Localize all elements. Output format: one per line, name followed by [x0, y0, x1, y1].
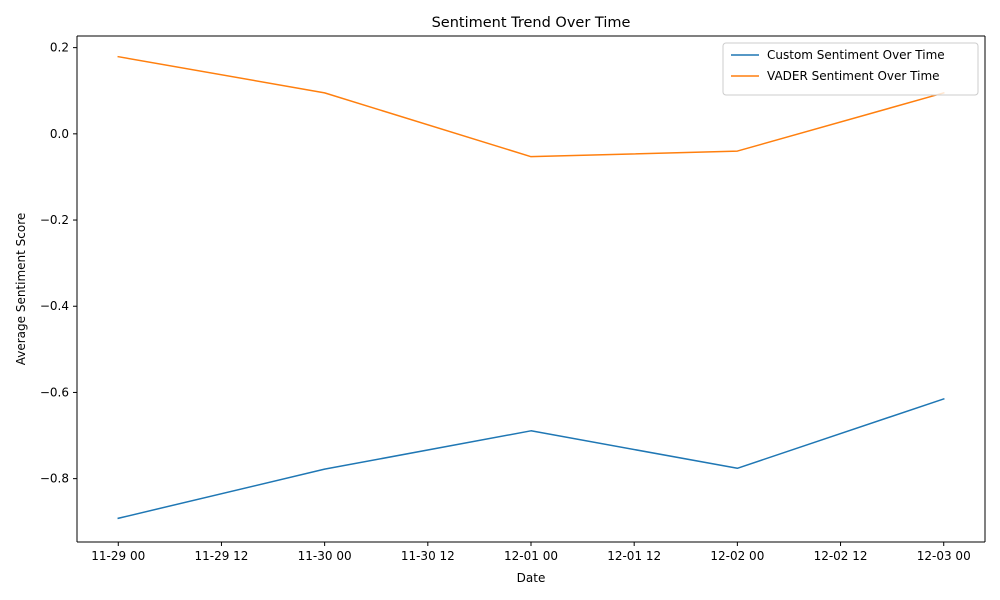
series-layer	[117, 55, 945, 520]
x-axis-ticks: 11-29 00 11-29 12 11-30 00 11-30 12 12-01 00…	[91, 542, 971, 563]
chart-title: Sentiment Trend Over Time	[432, 15, 631, 31]
x-tick-label: 11-29 12	[194, 549, 248, 563]
y-axis-label: Average Sentiment Score	[14, 213, 28, 366]
legend-label-0: Custom Sentiment Over Time	[767, 48, 945, 62]
x-tick-label: 12-01 12	[607, 549, 661, 563]
x-tick-label: 11-30 00	[298, 549, 352, 563]
x-tick-label: 12-01 00	[504, 549, 558, 563]
x-tick-label: 12-03 00	[917, 549, 971, 563]
y-tick-label: −0.2	[40, 213, 69, 227]
x-tick-label: 11-30 12	[401, 549, 455, 563]
legend-label-1: VADER Sentiment Over Time	[767, 69, 940, 83]
x-tick-label: 12-02 12	[814, 549, 868, 563]
y-tick-label: −0.4	[40, 299, 69, 313]
x-tick-label: 12-02 00	[710, 549, 764, 563]
plot-area	[77, 36, 985, 542]
legend-frame	[722, 42, 979, 96]
y-tick-label: 0.2	[50, 41, 69, 55]
x-tick-label: 11-29 00	[91, 549, 145, 563]
y-tick-label: 0.0	[50, 127, 69, 141]
x-axis-label: Date	[517, 571, 546, 585]
legend: Custom Sentiment Over Time VADER Sentimen…	[722, 42, 979, 96]
y-tick-label: −0.6	[40, 385, 69, 399]
axes-layer	[76, 35, 986, 543]
y-tick-label: −0.8	[40, 472, 69, 486]
y-axis-ticks: 0.2 0.0 −0.2 −0.4 −0.6 −0.8	[40, 41, 77, 486]
